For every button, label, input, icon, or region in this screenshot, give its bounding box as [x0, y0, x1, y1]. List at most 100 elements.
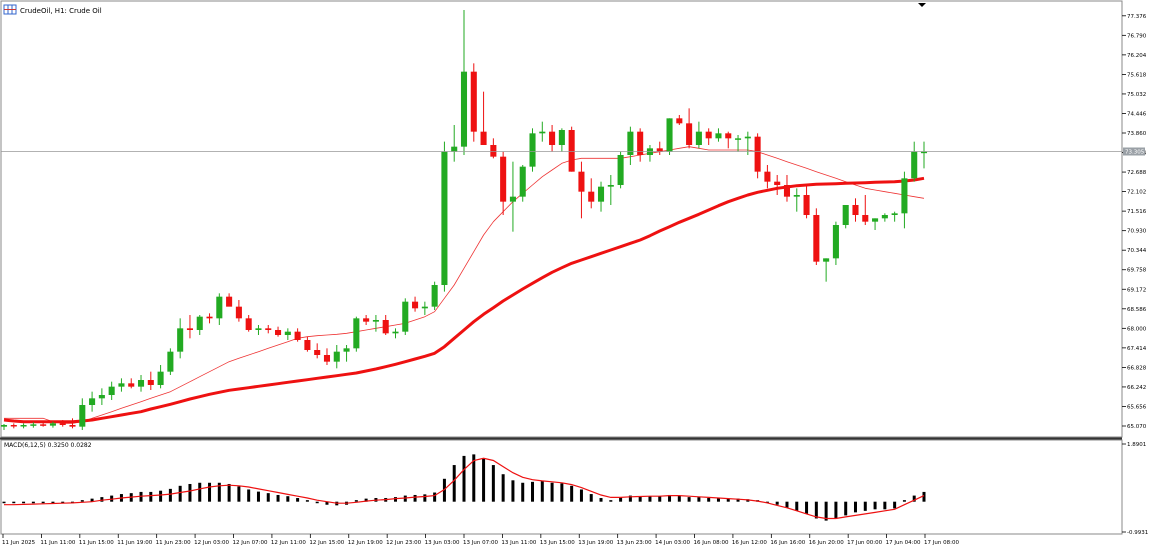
- candle: [460, 10, 468, 155]
- macd-histogram-bar: [814, 501, 818, 519]
- macd-histogram-bar: [716, 498, 720, 502]
- candle-body: [10, 425, 17, 427]
- candle-body: [852, 205, 859, 215]
- candle: [832, 221, 839, 265]
- candle-body: [226, 296, 233, 307]
- macd-histogram-bar: [795, 501, 799, 511]
- candle-body: [167, 351, 174, 372]
- candle-body: [69, 425, 76, 427]
- macd-histogram-bar: [452, 465, 456, 502]
- candle-body: [412, 301, 419, 309]
- candle-body: [382, 320, 389, 334]
- price-tick-label: 67.414: [1127, 346, 1147, 352]
- candle: [69, 418, 76, 429]
- candle: [157, 365, 164, 389]
- candle-body: [118, 383, 125, 387]
- macd-histogram-bar: [80, 500, 84, 502]
- candle-body: [832, 225, 839, 259]
- candle: [265, 325, 272, 334]
- candle: [98, 388, 105, 405]
- candle-body: [588, 191, 595, 202]
- candle: [617, 151, 624, 189]
- candle: [627, 126, 634, 165]
- price-tick-label: 66.828: [1127, 365, 1147, 371]
- candle-body: [363, 318, 370, 322]
- candle: [314, 343, 321, 359]
- moving-average-slow: [3, 176, 925, 424]
- time-tick-label: 11 Jun 15:00: [79, 540, 114, 546]
- macd-panel-border: [0, 439, 1123, 535]
- time-tick-label: 17 Jun 04:00: [886, 540, 921, 546]
- macd-histogram-bar: [433, 492, 437, 502]
- candle: [754, 133, 761, 179]
- candle: [676, 115, 683, 125]
- candle-body: [216, 296, 223, 319]
- macd-histogram-bar: [550, 482, 554, 502]
- time-tick-label: 11 Jun 2025: [2, 540, 36, 546]
- macd-label: MACD(6,12,5) 0.3250 0.0282: [4, 442, 92, 449]
- candle-body: [402, 301, 409, 332]
- candle-body: [460, 71, 468, 147]
- candle: [852, 198, 859, 222]
- current-price-label: 73.305: [1125, 150, 1145, 156]
- candle-body: [500, 156, 507, 202]
- price-tick-label: 69.172: [1127, 287, 1146, 293]
- candle-body: [343, 348, 350, 352]
- time-tick-label: 12 Jun 23:00: [386, 540, 421, 546]
- main-panel-border: [0, 0, 1123, 438]
- candle-body: [245, 318, 252, 330]
- candle: [539, 121, 546, 142]
- candle-body: [539, 131, 546, 134]
- candle-body: [157, 371, 164, 385]
- time-tick-label: 12 Jun 11:00: [271, 540, 306, 546]
- macd-histogram-bar: [227, 483, 231, 502]
- candle: [294, 328, 301, 342]
- candle-body: [872, 218, 879, 222]
- macd-histogram-bar: [834, 501, 838, 519]
- macd-histogram-bar: [296, 498, 300, 502]
- macd-histogram-bar: [638, 496, 642, 502]
- candle-body: [881, 215, 888, 219]
- candle-body: [607, 185, 614, 187]
- candle-body: [372, 320, 379, 322]
- macd-histogram-bar: [472, 454, 476, 502]
- macd-histogram-bar: [570, 485, 574, 502]
- current-price-badge: [1123, 147, 1145, 156]
- macd-histogram-bar: [912, 495, 916, 502]
- candle-body: [265, 328, 272, 330]
- candle-body: [431, 285, 438, 307]
- candle: [284, 328, 291, 340]
- time-tick-label: 13 Jun 03:00: [425, 540, 460, 546]
- macd-histogram-bar: [256, 491, 260, 502]
- candle-body: [793, 195, 800, 197]
- candle: [59, 420, 66, 427]
- chart-shift-marker[interactable]: [918, 3, 926, 7]
- price-tick-label: 72.102: [1127, 190, 1146, 196]
- candle: [842, 205, 849, 229]
- candle-body: [128, 383, 135, 387]
- candle: [813, 208, 820, 265]
- macd-histogram-bar: [266, 493, 270, 502]
- macd-histogram-bar: [726, 498, 730, 502]
- candle-body: [901, 178, 908, 214]
- candle: [372, 315, 379, 332]
- candle: [333, 345, 340, 369]
- candle-body: [597, 186, 605, 202]
- candle: [480, 91, 487, 145]
- candle: [558, 128, 565, 152]
- candle-body: [353, 318, 360, 349]
- macd-histogram-bar: [687, 497, 691, 502]
- macd-histogram-bar: [521, 482, 525, 502]
- candle-body: [49, 423, 56, 426]
- candle-body: [549, 131, 556, 145]
- candle: [421, 301, 428, 315]
- candle: [177, 318, 184, 359]
- price-tick-label: 75.618: [1127, 72, 1147, 78]
- candle: [353, 316, 360, 352]
- candle: [920, 141, 928, 169]
- candle: [774, 175, 781, 195]
- candle: [402, 298, 409, 335]
- candle-body: [764, 171, 771, 182]
